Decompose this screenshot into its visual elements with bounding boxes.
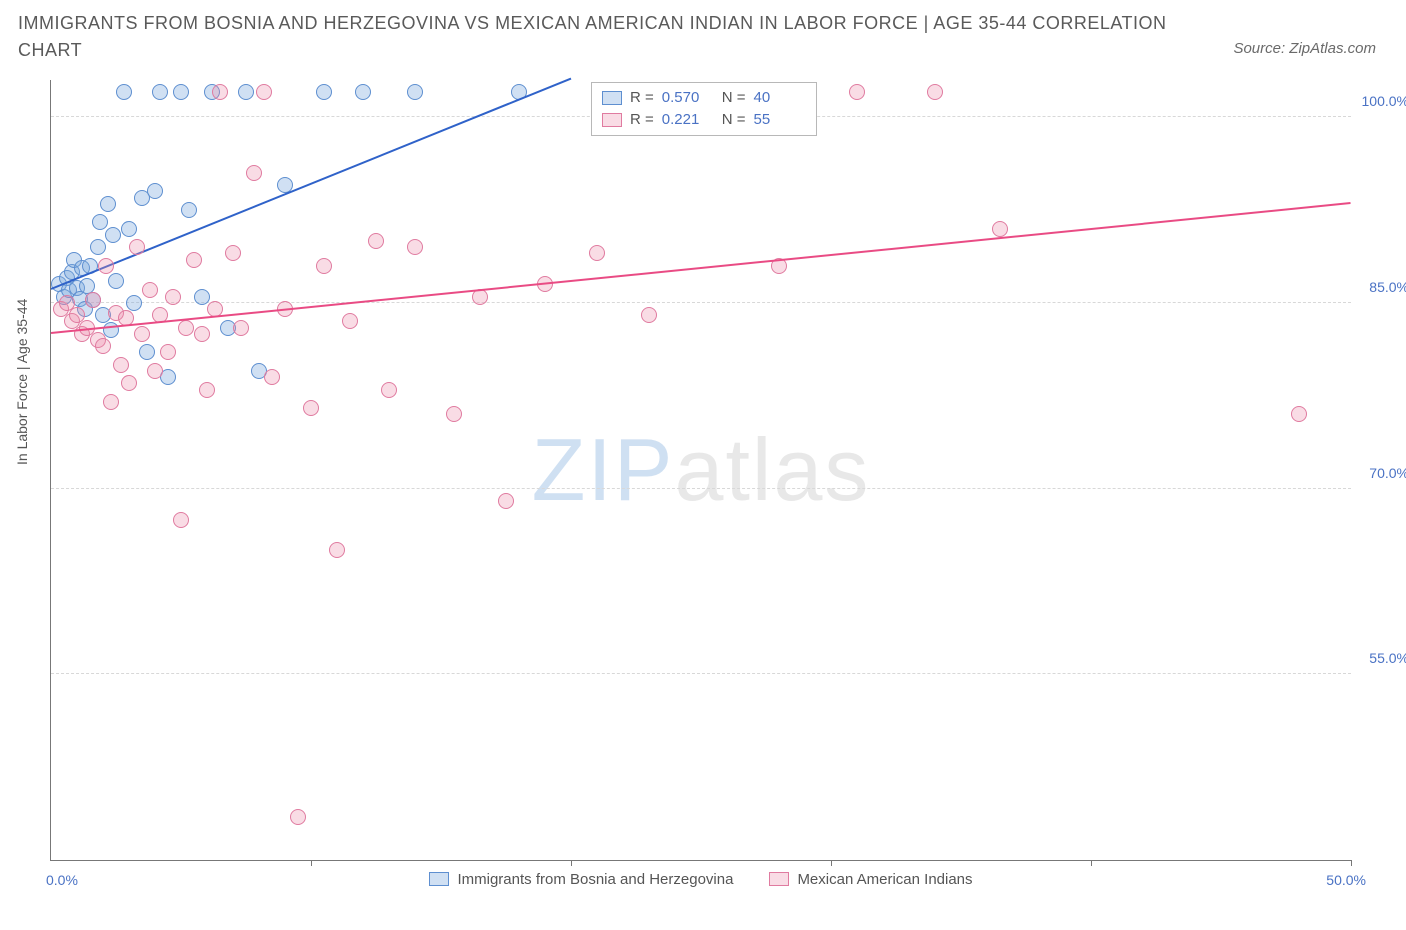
legend-swatch: [602, 91, 622, 105]
data-point: [355, 84, 371, 100]
legend-stats-row: R = 0.570 N = 40: [602, 87, 806, 109]
legend-series-name: Immigrants from Bosnia and Herzegovina: [457, 871, 733, 888]
data-point: [342, 313, 358, 329]
data-point: [199, 382, 215, 398]
plot-area: ZIPatlas 0.0% 50.0% Immigrants from Bosn…: [50, 80, 1351, 861]
y-axis-title: In Labor Force | Age 35-44: [14, 299, 30, 465]
legend-n-value: 40: [754, 87, 806, 109]
gridline: [51, 488, 1351, 489]
gridline: [51, 302, 1351, 303]
data-point: [116, 84, 132, 100]
data-point: [79, 278, 95, 294]
data-point: [407, 239, 423, 255]
data-point: [246, 165, 262, 181]
data-point: [126, 295, 142, 311]
data-point: [90, 239, 106, 255]
data-point: [98, 258, 114, 274]
y-axis-tick-label: 85.0%: [1369, 279, 1406, 295]
data-point: [152, 84, 168, 100]
data-point: [498, 493, 514, 509]
legend-r-value: 0.221: [662, 109, 714, 131]
legend-item: Immigrants from Bosnia and Herzegovina: [429, 871, 733, 888]
data-point: [160, 344, 176, 360]
data-point: [121, 221, 137, 237]
data-point: [147, 183, 163, 199]
x-axis-tick: [1351, 860, 1352, 866]
data-point: [381, 382, 397, 398]
data-point: [329, 542, 345, 558]
data-point: [264, 369, 280, 385]
data-point: [849, 84, 865, 100]
watermark: ZIPatlas: [532, 419, 871, 521]
data-point: [85, 292, 101, 308]
data-point: [992, 221, 1008, 237]
data-point: [446, 406, 462, 422]
data-point: [225, 245, 241, 261]
legend-n-label: N =: [722, 87, 746, 109]
legend-n-label: N =: [722, 109, 746, 131]
data-point: [233, 320, 249, 336]
data-point: [95, 338, 111, 354]
data-point: [103, 394, 119, 410]
legend-r-label: R =: [630, 109, 654, 131]
data-point: [113, 357, 129, 373]
data-point: [165, 289, 181, 305]
trend-line: [51, 202, 1351, 334]
x-axis-tick: [831, 860, 832, 866]
watermark-right: atlas: [675, 420, 871, 519]
data-point: [194, 326, 210, 342]
legend-stats: R = 0.570 N = 40 R = 0.221 N = 55: [591, 82, 817, 136]
data-point: [173, 512, 189, 528]
x-axis-tick: [311, 860, 312, 866]
data-point: [129, 239, 145, 255]
data-point: [194, 289, 210, 305]
data-point: [212, 84, 228, 100]
watermark-left: ZIP: [532, 420, 675, 519]
x-axis-tick: [1091, 860, 1092, 866]
data-point: [256, 84, 272, 100]
legend-swatch: [602, 113, 622, 127]
data-point: [178, 320, 194, 336]
data-point: [186, 252, 202, 268]
data-point: [238, 84, 254, 100]
data-point: [173, 84, 189, 100]
data-point: [641, 307, 657, 323]
chart-title: IMMIGRANTS FROM BOSNIA AND HERZEGOVINA V…: [18, 10, 1226, 64]
data-point: [368, 233, 384, 249]
legend-series-name: Mexican American Indians: [797, 871, 972, 888]
data-point: [589, 245, 605, 261]
y-axis-tick-label: 70.0%: [1369, 465, 1406, 481]
trend-line: [51, 78, 572, 290]
data-point: [121, 375, 137, 391]
data-point: [139, 344, 155, 360]
data-point: [927, 84, 943, 100]
data-point: [407, 84, 423, 100]
gridline: [51, 673, 1351, 674]
data-point: [147, 363, 163, 379]
data-point: [142, 282, 158, 298]
legend-swatch: [769, 872, 789, 886]
legend-r-label: R =: [630, 87, 654, 109]
data-point: [134, 326, 150, 342]
legend-item: Mexican American Indians: [769, 871, 972, 888]
data-point: [92, 214, 108, 230]
legend-bottom: Immigrants from Bosnia and Herzegovina Me…: [51, 871, 1351, 891]
data-point: [1291, 406, 1307, 422]
data-point: [108, 273, 124, 289]
data-point: [316, 258, 332, 274]
source-attribution: Source: ZipAtlas.com: [1233, 40, 1376, 57]
data-point: [290, 809, 306, 825]
data-point: [105, 227, 121, 243]
data-point: [100, 196, 116, 212]
legend-r-value: 0.570: [662, 87, 714, 109]
data-point: [181, 202, 197, 218]
y-axis-tick-label: 100.0%: [1362, 93, 1406, 109]
y-axis-tick-label: 55.0%: [1369, 650, 1406, 666]
legend-swatch: [429, 872, 449, 886]
x-axis-tick: [571, 860, 572, 866]
data-point: [316, 84, 332, 100]
legend-n-value: 55: [754, 109, 806, 131]
legend-stats-row: R = 0.221 N = 55: [602, 109, 806, 131]
data-point: [303, 400, 319, 416]
